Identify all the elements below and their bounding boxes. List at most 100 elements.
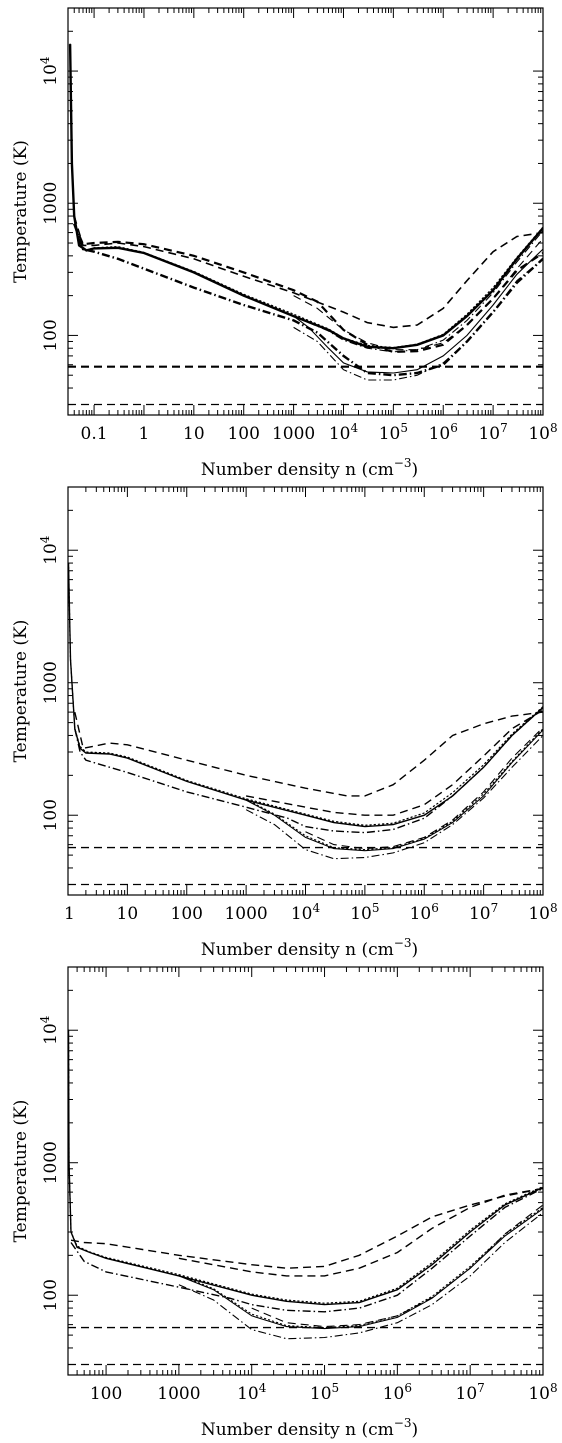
series-line-9	[305, 727, 543, 850]
x-tick-label-exp: 7	[491, 901, 499, 915]
x-tick-label-exp: 4	[313, 901, 321, 915]
x-tick-label-base: 10	[183, 424, 205, 444]
axis-ticks	[67, 966, 544, 1375]
x-tick-label-exp: 4	[259, 1381, 267, 1395]
series-line-5	[70, 1187, 543, 1313]
x-axis-label-exp: −3	[394, 456, 412, 470]
x-tick-label: 107	[456, 1381, 485, 1404]
y-tick-label-base: 1000	[41, 182, 61, 225]
series-line-8	[245, 735, 543, 860]
x-axis-label: Number density n (cm−3)	[201, 936, 418, 960]
y-tick-label-base: 10	[41, 543, 61, 565]
x-tick-label: 1000	[157, 1384, 200, 1404]
y-tick-label-group: 104	[38, 1015, 61, 1045]
y-axis-label: Temperature (K)	[11, 140, 31, 283]
series-line-2	[69, 43, 543, 349]
y-tick-label-base: 100	[41, 1279, 61, 1311]
y-axis-label-group: Temperature (K)	[11, 1100, 31, 1243]
x-tick-label-base: 100	[171, 904, 203, 924]
series-line-4	[178, 1187, 543, 1277]
x-tick-label-base: 10	[410, 904, 432, 924]
x-tick-label-base: 10	[291, 904, 313, 924]
x-axis-label-close: )	[412, 1420, 419, 1440]
x-tick-label: 106	[429, 421, 458, 444]
series-line-4	[73, 223, 543, 354]
x-tick-label: 104	[291, 901, 321, 924]
x-tick-label: 106	[410, 901, 439, 924]
x-tick-label: 108	[528, 1381, 557, 1404]
y-axis-label-group: Temperature (K)	[11, 140, 31, 283]
x-tick-label: 105	[379, 421, 408, 444]
x-tick-label: 1000	[224, 904, 267, 924]
x-tick-label-base: 10	[528, 424, 550, 444]
y-tick-label-base: 10	[41, 1023, 61, 1045]
x-tick-label-base: 10	[383, 1384, 405, 1404]
x-axis-label-close: )	[412, 460, 419, 480]
y-tick-label: 1000	[41, 182, 61, 225]
axis-ticks	[67, 486, 544, 895]
x-tick-label-exp: 7	[500, 421, 508, 435]
plot-frame	[67, 7, 544, 416]
series-group	[68, 562, 543, 886]
series-line-6	[245, 729, 543, 852]
y-tick-label-group: 100	[41, 319, 61, 351]
series-line-5	[73, 223, 543, 377]
y-tick-label-group: 1000	[41, 661, 61, 704]
axis-ticks	[67, 7, 544, 415]
y-tick-label: 1000	[41, 661, 61, 704]
series-line-6	[293, 248, 543, 374]
y-tick-label-group: 1000	[41, 1141, 61, 1184]
x-tick-label: 1	[139, 424, 150, 444]
x-tick-label-base: 10	[528, 1384, 550, 1404]
x-tick-label-base: 0.1	[81, 424, 108, 444]
y-tick-label-exp: 4	[38, 1015, 52, 1023]
x-tick-label: 107	[469, 901, 498, 924]
x-tick-label-base: 1000	[157, 1384, 200, 1404]
x-tick-label-exp: 8	[550, 901, 558, 915]
y-tick-label: 1000	[41, 1141, 61, 1184]
x-tick-label-base: 10	[117, 904, 139, 924]
y-tick-label: 104	[38, 1015, 61, 1045]
x-tick-label: 105	[310, 1381, 339, 1404]
plot-frame	[67, 966, 544, 1376]
y-tick-label-group: 104	[38, 56, 61, 86]
x-tick-label-base: 10	[528, 904, 550, 924]
y-tick-label-group: 1000	[41, 182, 61, 225]
x-tick-label: 108	[528, 421, 557, 444]
series-line-8	[293, 230, 543, 353]
y-tick-label-base: 10	[41, 64, 61, 86]
y-tick-label: 104	[38, 535, 61, 565]
x-tick-label-base: 10	[456, 1384, 478, 1404]
x-tick-label-base: 10	[310, 1384, 332, 1404]
x-tick-label-base: 10	[429, 424, 451, 444]
y-tick-label-exp: 4	[38, 535, 52, 543]
x-tick-label: 100	[90, 1384, 122, 1404]
x-axis-label-text: Number density n (cm	[201, 460, 394, 480]
x-tick-label: 104	[237, 1381, 267, 1404]
x-tick-label: 106	[383, 1381, 412, 1404]
series-line-9	[251, 1204, 543, 1328]
y-tick-label-base: 100	[41, 799, 61, 831]
y-axis-label: Temperature (K)	[11, 620, 31, 763]
series-line-4	[245, 709, 543, 816]
series-line-7	[245, 728, 543, 851]
y-tick-label-base: 1000	[41, 1141, 61, 1184]
series-line-7	[178, 1206, 543, 1329]
y-tick-label-group: 100	[41, 799, 61, 831]
x-tick-label-base: 1000	[272, 424, 315, 444]
x-axis-label: Number density n (cm−3)	[201, 456, 418, 480]
x-tick-label-base: 1	[64, 904, 75, 924]
series-line-3	[74, 711, 543, 797]
y-tick-label-base: 100	[41, 319, 61, 351]
y-tick-label-group: 100	[41, 1279, 61, 1311]
x-tick-label-exp: 8	[550, 1381, 558, 1395]
x-tick-label-exp: 5	[372, 901, 380, 915]
y-tick-label-group: 104	[38, 535, 61, 565]
x-tick-label-base: 10	[478, 424, 500, 444]
x-tick-label: 10	[183, 424, 205, 444]
x-tick-label-exp: 5	[400, 421, 408, 435]
x-tick-label: 100	[171, 904, 203, 924]
x-tick-label: 108	[528, 901, 557, 924]
